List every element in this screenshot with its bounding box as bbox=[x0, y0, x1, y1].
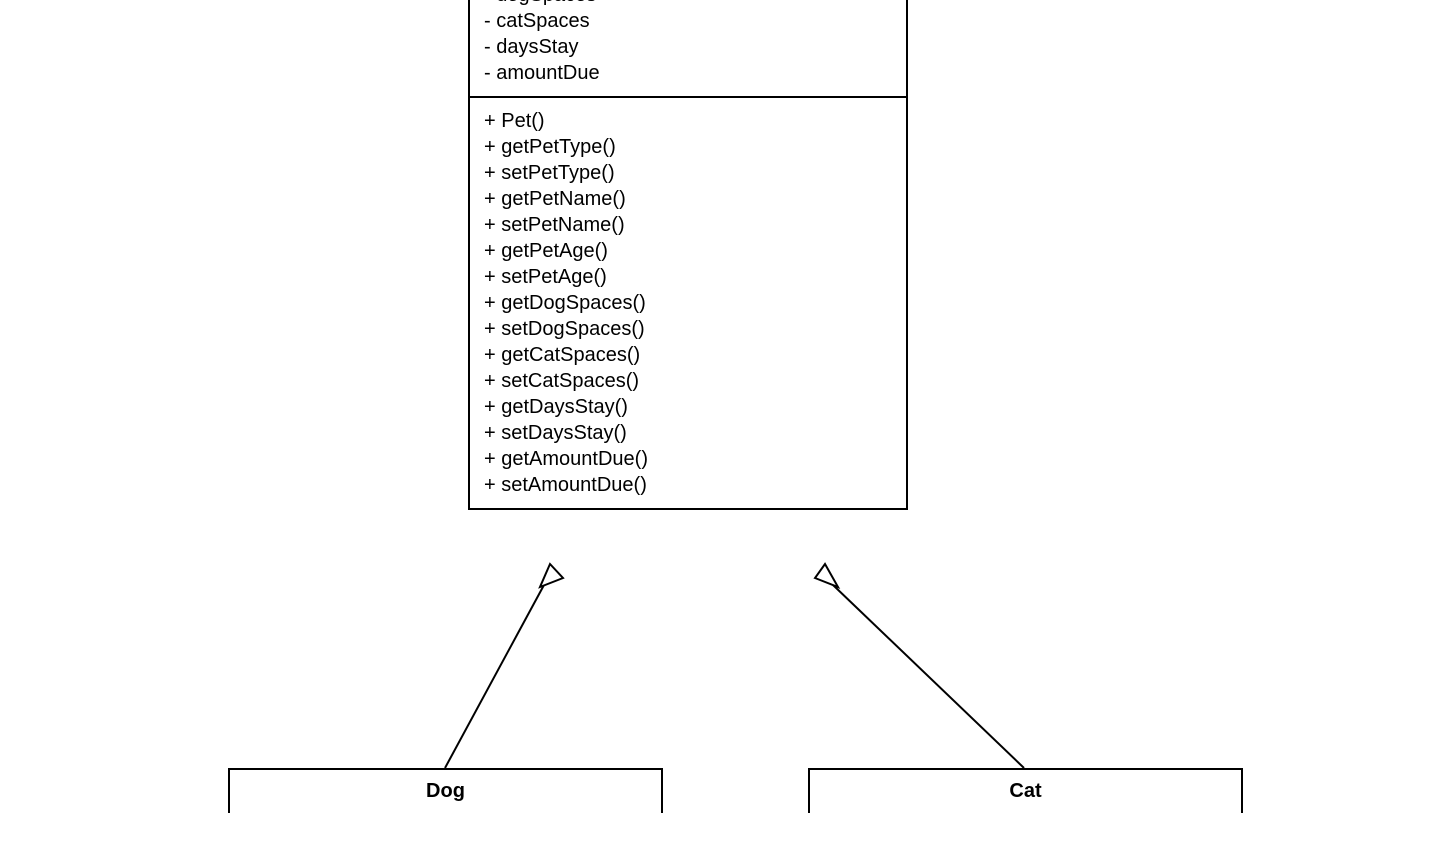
uml-attribute: - dogSpaces bbox=[484, 0, 892, 8]
uml-method: + setDogSpaces() bbox=[484, 316, 892, 342]
uml-method: + getPetAge() bbox=[484, 238, 892, 264]
uml-class-parent: - dogSpaces- catSpaces- daysStay- amount… bbox=[468, 0, 908, 510]
uml-method: + setCatSpaces() bbox=[484, 368, 892, 394]
inheritance-edge bbox=[445, 585, 544, 768]
uml-method: + setPetAge() bbox=[484, 264, 892, 290]
uml-method: + setPetType() bbox=[484, 160, 892, 186]
uml-class-dog: Dog bbox=[228, 768, 663, 813]
uml-method: + getPetName() bbox=[484, 186, 892, 212]
inheritance-edge bbox=[833, 585, 1024, 768]
uml-methods-section: + Pet()+ getPetType()+ setPetType()+ get… bbox=[468, 96, 908, 510]
uml-method: + getCatSpaces() bbox=[484, 342, 892, 368]
uml-class-cat: Cat bbox=[808, 768, 1243, 813]
inheritance-arrowhead-icon bbox=[815, 564, 838, 587]
uml-method: + getDaysStay() bbox=[484, 394, 892, 420]
uml-method: + setDaysStay() bbox=[484, 420, 892, 446]
uml-attribute: - amountDue bbox=[484, 60, 892, 86]
uml-method: + getAmountDue() bbox=[484, 446, 892, 472]
uml-method: + Pet() bbox=[484, 108, 892, 134]
uml-attribute: - daysStay bbox=[484, 34, 892, 60]
uml-class-title: Cat bbox=[808, 768, 1243, 813]
uml-attributes-section: - dogSpaces- catSpaces- daysStay- amount… bbox=[468, 0, 908, 96]
uml-method: + getPetType() bbox=[484, 134, 892, 160]
uml-method: + getDogSpaces() bbox=[484, 290, 892, 316]
uml-method: + setAmountDue() bbox=[484, 472, 892, 498]
uml-class-title: Dog bbox=[228, 768, 663, 813]
inheritance-arrowhead-icon bbox=[540, 564, 563, 587]
uml-attribute: - catSpaces bbox=[484, 8, 892, 34]
uml-method: + setPetName() bbox=[484, 212, 892, 238]
